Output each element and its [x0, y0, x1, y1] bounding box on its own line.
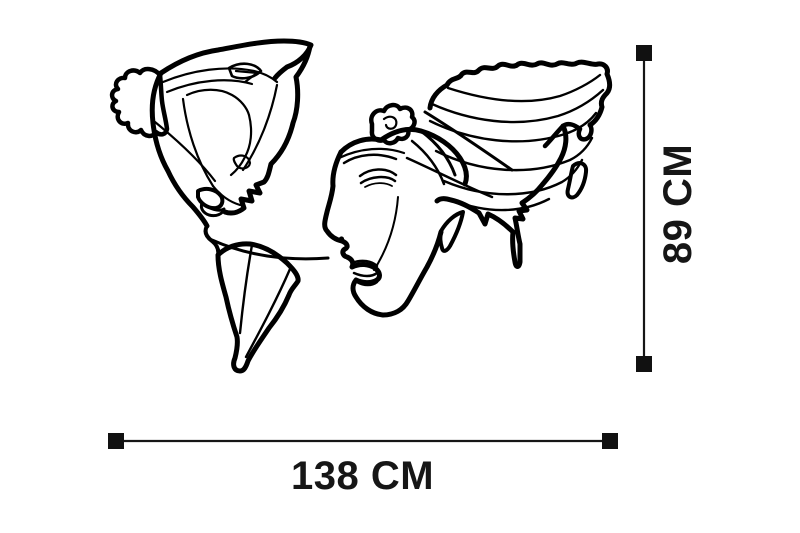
face-profile-art [322, 110, 514, 318]
height-dimension-label: 89 CM [656, 143, 700, 265]
width-dimension-left-cap [108, 433, 124, 449]
width-dimension-label: 138 CM [290, 454, 435, 498]
width-dimension-right-cap [602, 433, 618, 449]
north-america-art [109, 38, 330, 261]
asia-art [427, 59, 613, 269]
height-dimension-top-cap [636, 45, 652, 61]
south-america-art [215, 241, 301, 374]
width-dimension [108, 433, 618, 449]
height-dimension [636, 45, 652, 372]
height-dimension-bottom-cap [636, 356, 652, 372]
